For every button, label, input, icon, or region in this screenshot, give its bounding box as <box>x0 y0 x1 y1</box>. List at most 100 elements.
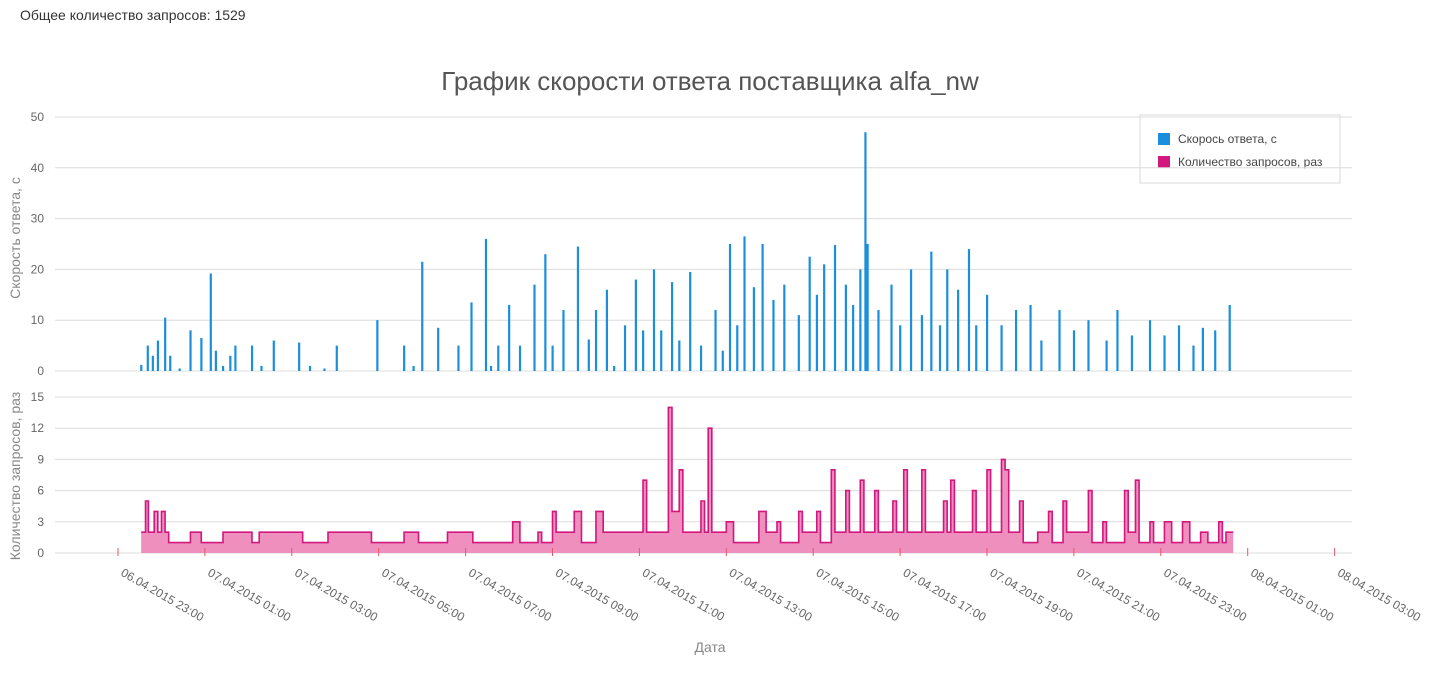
response-bar[interactable] <box>920 315 924 371</box>
response-bar[interactable] <box>189 330 192 371</box>
response-bar[interactable] <box>470 302 473 371</box>
response-bar[interactable] <box>938 325 942 371</box>
response-bar[interactable] <box>412 365 415 371</box>
response-bar[interactable] <box>518 345 522 371</box>
legend-label-response[interactable]: Скорось ответа, с <box>1178 132 1277 146</box>
response-bar[interactable] <box>587 339 590 371</box>
response-bar[interactable] <box>335 345 338 371</box>
response-bar[interactable] <box>877 310 880 371</box>
response-bar[interactable] <box>200 337 203 371</box>
response-bar[interactable] <box>975 325 978 371</box>
legend-label-requests[interactable]: Количество запросов, раз <box>1178 155 1323 169</box>
response-bar[interactable] <box>808 256 811 371</box>
response-bar[interactable] <box>815 294 819 371</box>
response-bar[interactable] <box>1029 304 1032 371</box>
response-bar[interactable] <box>308 365 312 371</box>
response-bar[interactable] <box>1105 340 1108 371</box>
response-bar[interactable] <box>823 264 826 371</box>
response-bar[interactable] <box>1116 310 1119 371</box>
response-bar[interactable] <box>403 345 406 371</box>
response-bar[interactable] <box>229 355 232 371</box>
response-bar[interactable] <box>752 287 756 371</box>
response-bar[interactable] <box>909 269 913 371</box>
response-bar[interactable] <box>689 271 692 371</box>
response-bar[interactable] <box>642 330 645 371</box>
response-bar[interactable] <box>783 284 786 371</box>
response-bar[interactable] <box>1087 320 1090 371</box>
response-bar[interactable] <box>146 345 149 371</box>
response-bar[interactable] <box>652 269 656 371</box>
response-bar[interactable] <box>761 244 764 371</box>
response-bar[interactable] <box>1163 335 1166 371</box>
response-bar[interactable] <box>986 294 989 371</box>
response-bar[interactable] <box>728 244 732 371</box>
response-bar[interactable] <box>497 345 500 371</box>
response-bar[interactable] <box>533 284 536 371</box>
response-bar[interactable] <box>594 310 598 371</box>
response-bar[interactable] <box>234 345 237 371</box>
response-bar[interactable] <box>864 132 867 371</box>
response-bar[interactable] <box>169 355 172 371</box>
response-bar[interactable] <box>634 279 637 371</box>
response-bar[interactable] <box>437 327 440 371</box>
response-bar[interactable] <box>623 325 627 371</box>
response-bar[interactable] <box>967 249 971 371</box>
response-bar[interactable] <box>678 340 681 371</box>
response-bar[interactable] <box>209 273 212 371</box>
response-bar[interactable] <box>1014 310 1018 371</box>
response-bar[interactable] <box>323 368 326 371</box>
response-bar[interactable] <box>250 345 254 371</box>
response-bar[interactable] <box>1214 330 1217 371</box>
response-bar[interactable] <box>457 345 460 371</box>
response-bar[interactable] <box>1177 325 1181 371</box>
response-bar[interactable] <box>1148 320 1152 371</box>
response-bar[interactable] <box>957 289 960 371</box>
response-bar[interactable] <box>833 245 837 371</box>
response-bar[interactable] <box>1192 345 1195 371</box>
response-bar[interactable] <box>272 340 275 371</box>
response-bar[interactable] <box>1130 335 1134 371</box>
response-bar[interactable] <box>772 299 775 371</box>
response-bar[interactable] <box>605 289 609 371</box>
response-bar[interactable] <box>508 304 511 371</box>
response-bar[interactable] <box>660 330 663 371</box>
response-bar[interactable] <box>214 350 217 371</box>
response-bar[interactable] <box>178 368 181 371</box>
response-bar[interactable] <box>1040 340 1043 371</box>
response-bar[interactable] <box>576 246 580 371</box>
response-bar[interactable] <box>1201 327 1205 371</box>
response-bar[interactable] <box>140 364 143 371</box>
response-bar[interactable] <box>260 365 263 371</box>
response-bar[interactable] <box>1072 330 1076 371</box>
response-bar[interactable] <box>164 317 167 371</box>
response-bar[interactable] <box>298 342 301 371</box>
response-bar[interactable] <box>670 282 674 371</box>
response-bar[interactable] <box>1000 325 1003 371</box>
response-bar[interactable] <box>721 350 724 371</box>
response-bar[interactable] <box>222 365 225 371</box>
response-bar[interactable] <box>489 365 493 371</box>
response-bar[interactable] <box>866 244 869 371</box>
response-bar[interactable] <box>376 320 379 371</box>
requests-line[interactable] <box>141 406 1234 544</box>
response-bar[interactable] <box>946 269 949 371</box>
response-bar[interactable] <box>562 310 565 371</box>
response-bar[interactable] <box>797 315 800 371</box>
response-bar[interactable] <box>890 284 893 371</box>
response-bar[interactable] <box>899 325 902 371</box>
response-bar[interactable] <box>699 345 703 371</box>
response-bar[interactable] <box>1228 304 1231 371</box>
response-bar[interactable] <box>852 304 855 371</box>
response-bar[interactable] <box>1058 310 1061 371</box>
response-bar[interactable] <box>844 284 847 371</box>
response-bar[interactable] <box>859 269 862 371</box>
response-bar[interactable] <box>613 365 616 371</box>
response-bar[interactable] <box>736 325 739 371</box>
response-bar[interactable] <box>930 251 933 371</box>
response-bar[interactable] <box>484 238 488 371</box>
response-bar[interactable] <box>743 236 746 371</box>
response-bar[interactable] <box>156 340 160 371</box>
response-bar[interactable] <box>544 254 547 371</box>
response-bar[interactable] <box>714 310 717 371</box>
response-bar[interactable] <box>151 355 154 371</box>
